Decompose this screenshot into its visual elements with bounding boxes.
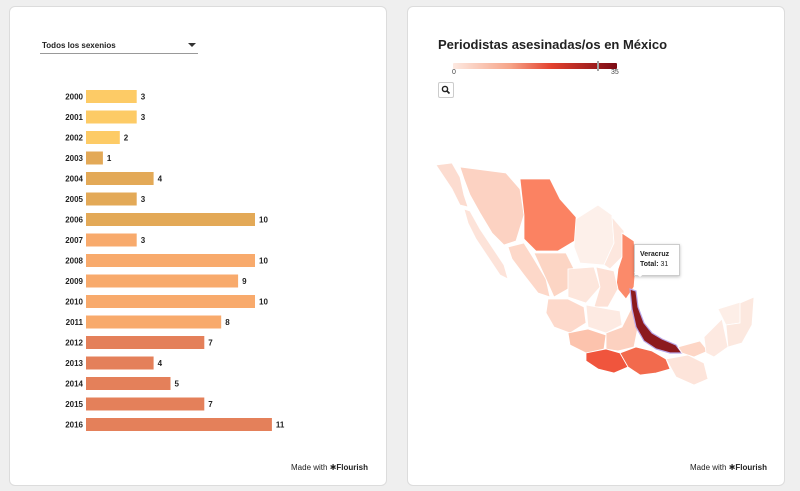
- bar[interactable]: [86, 274, 239, 288]
- bar[interactable]: [86, 377, 171, 390]
- region-bajio[interactable]: [585, 304, 623, 334]
- bar-category-label: 2003: [65, 154, 83, 163]
- tooltip-region-name: Veracruz: [640, 251, 670, 258]
- bar[interactable]: [86, 356, 154, 370]
- region-nayarit-jalisco[interactable]: [545, 298, 587, 334]
- bar[interactable]: [86, 233, 137, 247]
- bar-value-label: 3: [141, 236, 146, 245]
- bar[interactable]: [86, 418, 272, 431]
- sexenio-dropdown-label: Todos los sexenios: [42, 41, 116, 50]
- region-guerrero[interactable]: [585, 348, 629, 374]
- bar-category-label: 2004: [65, 175, 83, 184]
- bar-category-label: 2006: [65, 216, 83, 225]
- legend-max-label: 35: [611, 69, 619, 76]
- map-title: Periodistas asesinadas/os en México: [438, 37, 668, 52]
- zoom-button[interactable]: [438, 82, 454, 98]
- bar[interactable]: [86, 213, 255, 226]
- region-baja-california-sur[interactable]: [463, 208, 509, 280]
- region-san-luis-potosi[interactable]: [593, 266, 619, 308]
- bar-chart: 2000 3 2001 3 2002 2 2003 1 2004 4 2005 3 2006 10 2007…: [65, 90, 285, 431]
- bar[interactable]: [86, 90, 137, 103]
- map-tooltip: Veracruz Total: 31: [634, 244, 680, 276]
- region-chiapas[interactable]: [665, 354, 709, 386]
- tooltip-total-label: Total:: [640, 261, 659, 268]
- bar-value-label: 3: [141, 113, 146, 122]
- tooltip-arrow: [634, 272, 646, 277]
- bar-value-label: 11: [276, 421, 285, 430]
- bar-value-label: 4: [158, 175, 163, 184]
- bar[interactable]: [86, 131, 120, 144]
- region-zacatecas[interactable]: [567, 266, 601, 304]
- color-scale-legend: [453, 63, 617, 69]
- region-tabasco[interactable]: [677, 340, 709, 358]
- bar-value-label: 10: [259, 298, 268, 307]
- legend-min-label: 0: [452, 69, 456, 76]
- map-panel: Periodistas asesinadas/os en México 0 35…: [407, 6, 785, 486]
- region-baja-california[interactable]: [435, 162, 469, 208]
- chevron-down-icon: [188, 43, 196, 47]
- region-oaxaca[interactable]: [619, 346, 671, 376]
- bar-category-label: 2010: [65, 298, 83, 307]
- region-sinaloa[interactable]: [507, 242, 551, 298]
- flourish-star-icon: ✱: [329, 463, 337, 472]
- region-nuevo-leon[interactable]: [603, 215, 625, 270]
- bar-value-label: 8: [225, 318, 230, 327]
- bar[interactable]: [86, 295, 255, 308]
- bar-category-label: 2008: [65, 257, 83, 266]
- bar-category-label: 2001: [65, 113, 83, 122]
- bar-category-label: 2002: [65, 134, 83, 143]
- region-michoacan[interactable]: [567, 328, 607, 354]
- mexico-map: [435, 162, 755, 386]
- bar-category-label: 2014: [65, 380, 83, 389]
- bar-category-label: 2009: [65, 277, 83, 286]
- bar-value-label: 2: [124, 134, 129, 143]
- bar[interactable]: [86, 315, 222, 329]
- bar-value-label: 3: [141, 93, 146, 102]
- sexenio-dropdown[interactable]: Todos los sexenios: [40, 39, 198, 54]
- bar-category-label: 2011: [66, 318, 84, 327]
- region-veracruz[interactable]: [629, 288, 684, 354]
- tooltip-total-value: 31: [660, 261, 669, 268]
- bar-category-label: 2005: [65, 195, 83, 204]
- bar-chart-panel: Todos los sexenios 2000 3 2001 3 2002 2 2003 1 2…: [9, 6, 387, 486]
- bar[interactable]: [86, 151, 103, 165]
- bar[interactable]: [86, 254, 255, 267]
- flourish-brand: Flourish: [336, 463, 368, 472]
- bar[interactable]: [86, 172, 154, 185]
- bar-value-label: 1: [107, 154, 112, 163]
- bar-category-label: 2016: [65, 421, 83, 430]
- bar-value-label: 10: [259, 257, 268, 266]
- bar[interactable]: [86, 336, 205, 349]
- bar[interactable]: [86, 110, 137, 124]
- bar-value-label: 5: [175, 380, 180, 389]
- bar-category-label: 2007: [65, 236, 83, 245]
- flourish-star-icon: ✱: [728, 463, 736, 472]
- region-campeche[interactable]: [703, 318, 729, 358]
- bar[interactable]: [86, 397, 205, 411]
- search-icon: [441, 85, 451, 95]
- bar-category-label: 2012: [65, 339, 83, 348]
- made-with-text: Made with: [291, 463, 328, 472]
- region-chihuahua[interactable]: [519, 178, 579, 252]
- legend-marker: [597, 61, 599, 71]
- bar-value-label: 10: [259, 216, 268, 225]
- flourish-brand: Flourish: [735, 463, 767, 472]
- region-quintana-roo[interactable]: [725, 296, 755, 348]
- bar-value-label: 4: [158, 359, 163, 368]
- bar-category-label: 2013: [65, 359, 83, 368]
- bar-value-label: 3: [141, 195, 146, 204]
- bar[interactable]: [86, 192, 137, 206]
- region-sonora[interactable]: [459, 166, 525, 246]
- bar-category-label: 2000: [65, 93, 83, 102]
- bar-category-label: 2015: [65, 400, 83, 409]
- made-with-flourish-left[interactable]: Made with ✱Flourish: [291, 463, 368, 472]
- bar-value-label: 9: [242, 277, 247, 286]
- bar-value-label: 7: [208, 400, 213, 409]
- bar-value-label: 7: [208, 339, 213, 348]
- made-with-flourish-right[interactable]: Made with ✱Flourish: [690, 463, 767, 472]
- made-with-text: Made with: [690, 463, 727, 472]
